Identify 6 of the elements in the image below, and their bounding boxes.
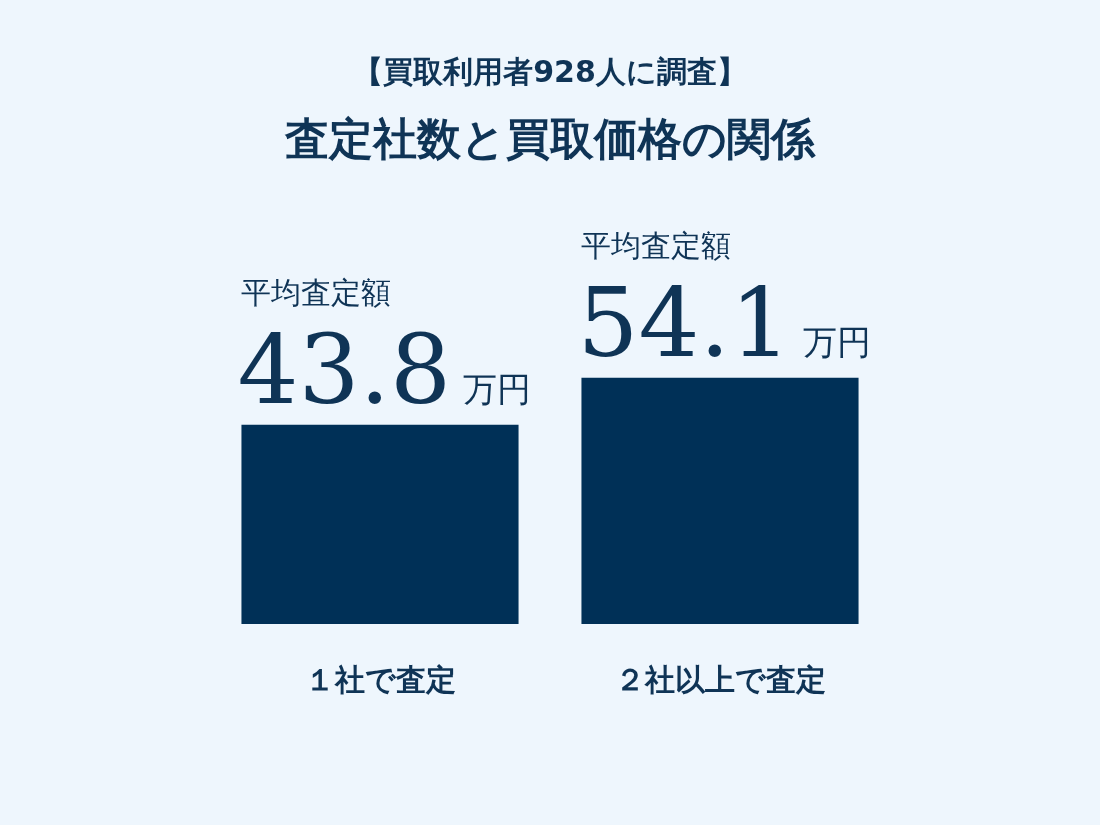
x-tick-label: １社で査定 [304,661,456,697]
chart-title: 査定社数と買取価格の関係 [284,112,817,166]
text: 平均査定額 [241,274,392,310]
chart-subtitle: 【買取利用者928人に調査】 [352,53,748,91]
text: 平均査定額 [581,227,732,263]
x-tick-label: ２社以上で査定 [614,661,826,697]
